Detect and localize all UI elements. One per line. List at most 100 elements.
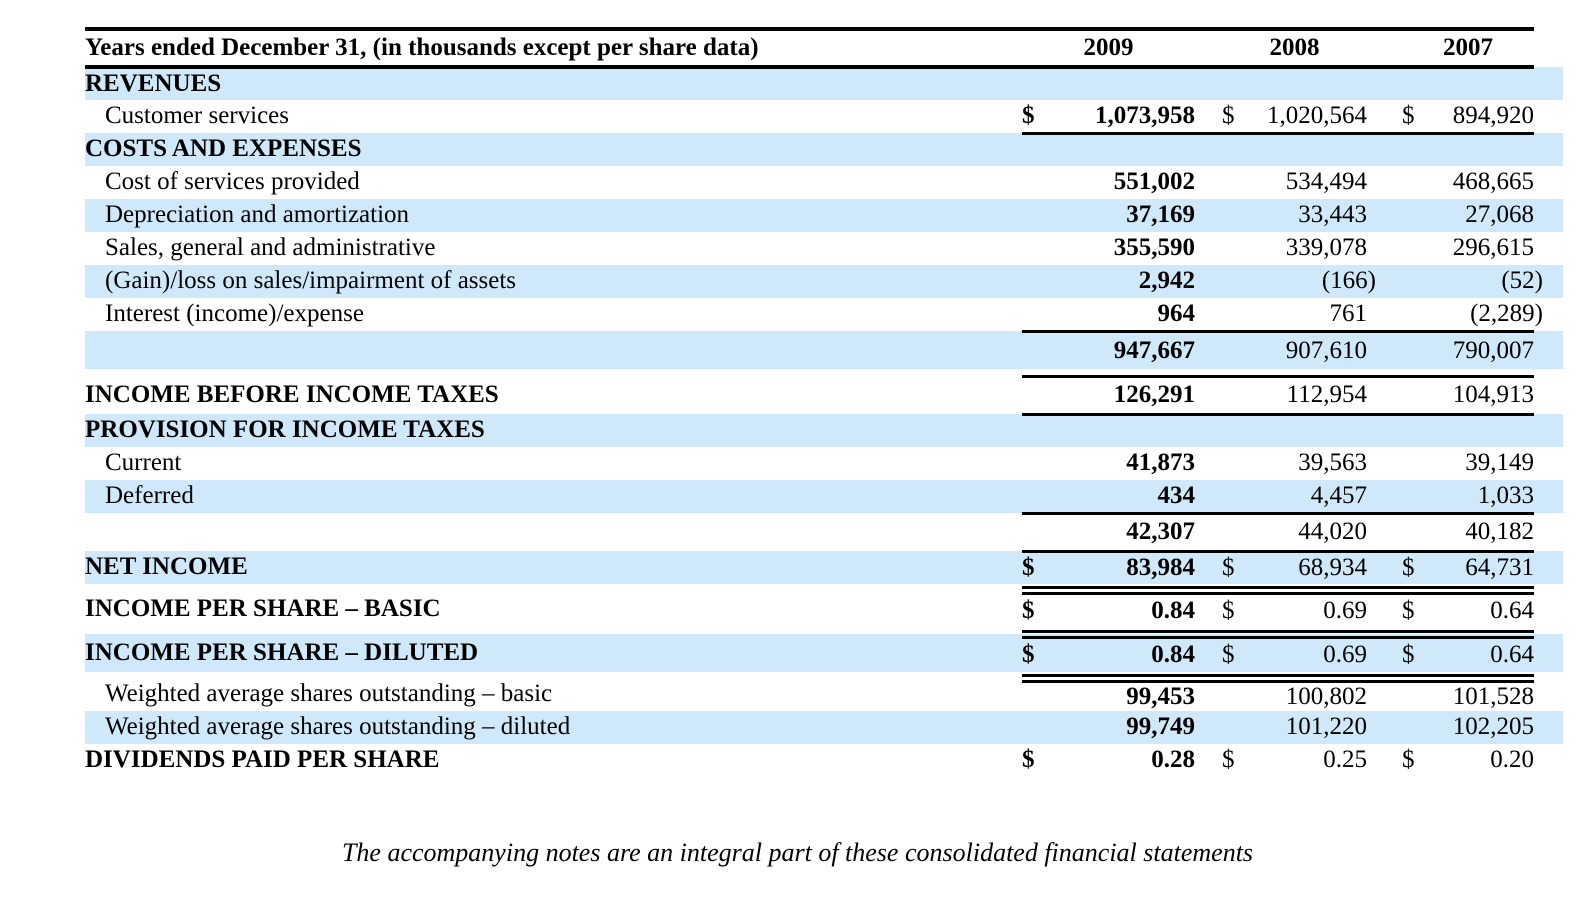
value-text: 907,610 (1285, 336, 1367, 364)
row-label: Weighted average shares outstanding – ba… (105, 680, 553, 708)
value-2009: 42,307 (1045, 513, 1195, 551)
rule-segment (1195, 669, 1222, 683)
currency-symbol (1222, 67, 1245, 100)
column-gap (1367, 513, 1402, 551)
spacer-row (85, 369, 1563, 376)
value-2009: 41,873 (1045, 447, 1195, 480)
header-right-pad (1534, 29, 1563, 67)
value-2008 (1245, 67, 1367, 100)
currency-symbol: $ (1402, 549, 1425, 584)
row-right-pad (1534, 711, 1563, 744)
currency-symbol (1402, 133, 1425, 166)
row-label: Current (105, 449, 182, 477)
currency-symbol: $ (1222, 746, 1235, 774)
column-gap (1367, 447, 1402, 480)
currency-symbol (1022, 166, 1045, 199)
row-right-pad (1534, 513, 1563, 551)
row-right-pad (1534, 376, 1563, 414)
row-label: (Gain)/loss on sales/impairment of asset… (105, 267, 517, 295)
currency-symbol (1402, 374, 1425, 416)
statement-rows: REVENUES Customer services $1,073,958 $1,02… (85, 67, 1563, 777)
column-gap (1367, 331, 1402, 369)
value-text: 1,020,564 (1267, 101, 1367, 129)
column-gap (1367, 298, 1402, 333)
value-2007: 101,528 (1425, 678, 1534, 711)
value-2008: 0.69 (1245, 634, 1367, 672)
currency-symbol: $ (1222, 549, 1245, 584)
currency-symbol: $ (1022, 641, 1035, 669)
year-column-2009: 2009 (1022, 27, 1195, 69)
value-2007: 0.20 (1425, 744, 1534, 777)
double-rule-row (85, 669, 1563, 683)
column-gap (1195, 590, 1222, 628)
income-statement: Years ended December 31, (in thousands e… (85, 27, 1563, 777)
rule-segment (1245, 581, 1367, 595)
currency-symbol (1222, 265, 1245, 298)
rule-segment (1045, 625, 1195, 639)
column-gap (1195, 549, 1222, 584)
currency-symbol (1402, 414, 1425, 447)
value-2008: 1,020,564 (1245, 100, 1367, 135)
value-2008: 0.25 (1245, 744, 1367, 777)
value-2009: 964 (1045, 298, 1195, 333)
value-2008: 44,020 (1245, 513, 1367, 551)
spacer-cell (1222, 369, 1245, 376)
year-column-2008: 2008 (1222, 27, 1367, 69)
currency-symbol (1022, 133, 1045, 166)
value-text: 0.64 (1490, 641, 1534, 669)
currency-symbol (1022, 298, 1045, 333)
currency-symbol (1222, 513, 1245, 551)
value-2009: 0.84 (1045, 634, 1195, 672)
column-gap (1195, 199, 1222, 232)
value-2009: 551,002 (1045, 166, 1195, 199)
row-label: Cost of services provided (105, 168, 360, 196)
row-dividends-paid-per-share: DIVIDENDS PAID PER SHARE $0.28 $0.25 $0.20 (85, 744, 1563, 777)
double-rule-row (85, 581, 1563, 595)
rule-segment (1222, 581, 1245, 595)
value-2009: 99,453 (1045, 678, 1195, 711)
currency-symbol (1022, 67, 1045, 100)
value-2007 (1425, 67, 1534, 100)
currency-symbol (1402, 232, 1425, 265)
value-text: 551,002 (1113, 168, 1195, 196)
value-2009: 0.84 (1045, 590, 1195, 628)
rule-segment (1022, 669, 1045, 683)
value-text: (2,289) (1470, 299, 1543, 327)
value-2008: 0.69 (1245, 590, 1367, 628)
row-weighted-average-shares-diluted: Weighted average shares outstanding – di… (85, 711, 1563, 744)
currency-symbol: $ (1222, 597, 1235, 625)
value-2008: 68,934 (1245, 549, 1367, 584)
value-text: 0.28 (1151, 746, 1195, 774)
currency-symbol (1402, 513, 1425, 551)
currency-symbol: $ (1022, 597, 1035, 625)
value-text: 1,033 (1477, 481, 1534, 509)
currency-symbol (1022, 265, 1045, 298)
currency-symbol (1022, 513, 1045, 551)
row-sales-general-administrative: Sales, general and administrative 355,590… (85, 232, 1563, 265)
currency-symbol (1222, 331, 1245, 369)
value-2009: 947,667 (1045, 331, 1195, 369)
column-gap (1195, 100, 1222, 135)
row-right-pad (1534, 199, 1563, 232)
column-gap (1195, 374, 1222, 416)
currency-symbol: $ (1022, 746, 1035, 774)
value-text: (166) (1321, 267, 1376, 295)
header-label: Years ended December 31, (in thousands e… (85, 27, 1022, 69)
rule-segment (1222, 625, 1245, 639)
value-2009: 83,984 (1045, 549, 1195, 584)
currency-symbol (1222, 166, 1245, 199)
spacer-cell (1534, 369, 1563, 376)
value-2008: 761 (1245, 298, 1367, 333)
value-2009: 126,291 (1045, 374, 1195, 416)
rule-segment (1195, 581, 1222, 595)
currency-symbol (1402, 199, 1425, 232)
row-right-pad (1534, 590, 1563, 628)
spacer-cell (1245, 369, 1367, 376)
value-2008: (166) (1245, 265, 1376, 298)
row-right-pad (1534, 551, 1563, 584)
currency-symbol (1222, 232, 1245, 265)
value-2008: 4,457 (1245, 480, 1367, 515)
value-text: 0.25 (1323, 746, 1367, 774)
currency-symbol: $ (1222, 100, 1245, 135)
